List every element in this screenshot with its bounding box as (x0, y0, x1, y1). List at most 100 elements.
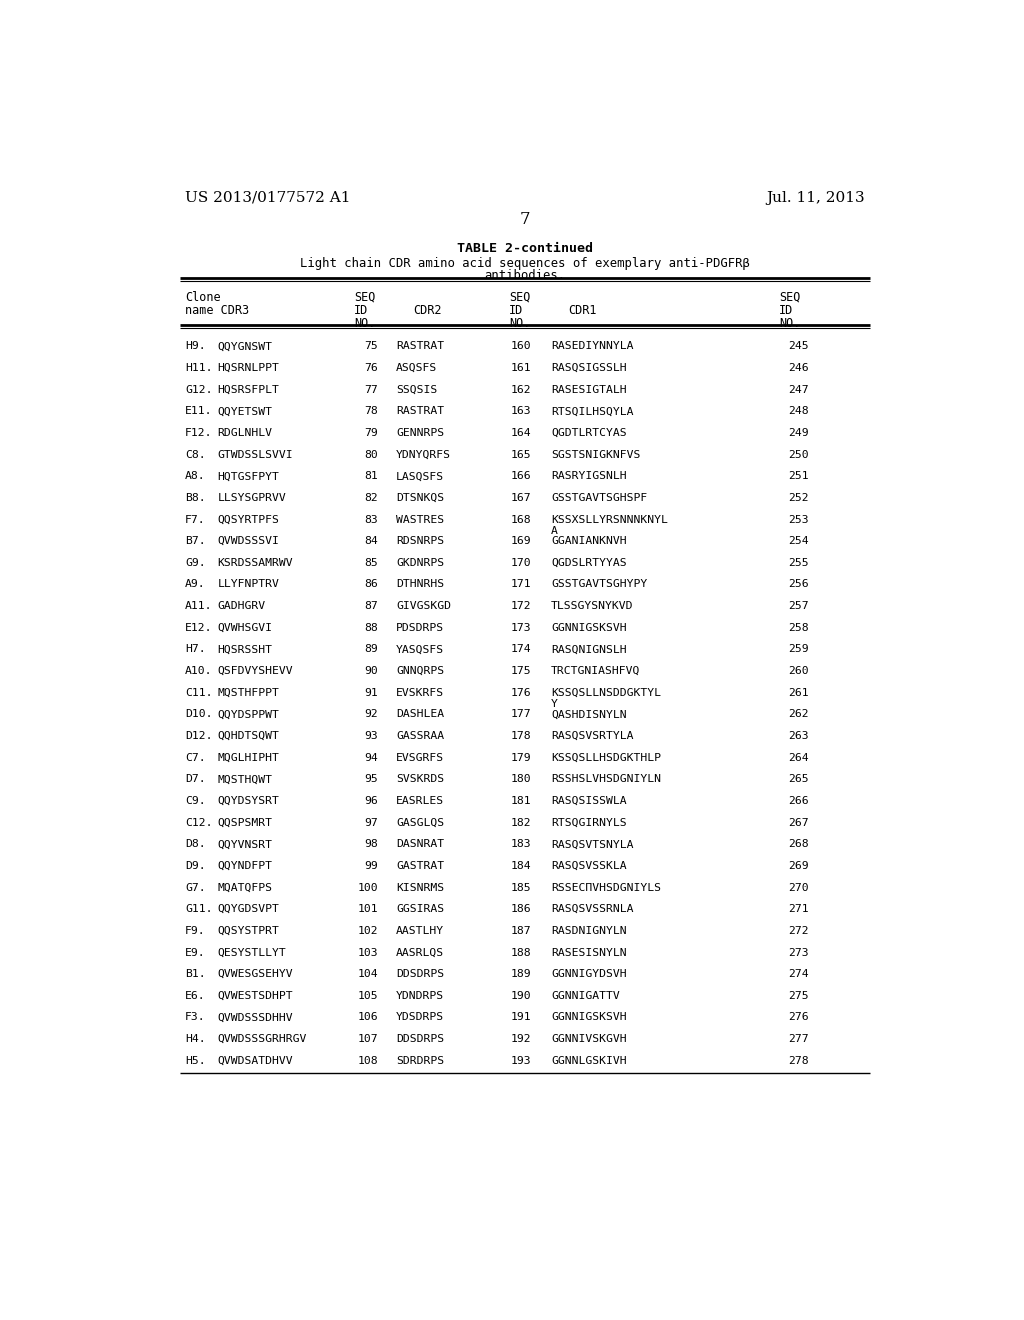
Text: G9.: G9. (185, 558, 206, 568)
Text: 167: 167 (511, 492, 531, 503)
Text: YDNYQRFS: YDNYQRFS (396, 450, 452, 459)
Text: QQHDTSQWT: QQHDTSQWT (218, 731, 280, 741)
Text: 254: 254 (788, 536, 809, 546)
Text: 168: 168 (511, 515, 531, 524)
Text: GGNNIVSKGVH: GGNNIVSKGVH (551, 1034, 627, 1044)
Text: LLSYSGPRVV: LLSYSGPRVV (218, 492, 287, 503)
Text: GASGLQS: GASGLQS (396, 817, 444, 828)
Text: QVWHSGVI: QVWHSGVI (218, 623, 272, 632)
Text: H4.: H4. (185, 1034, 206, 1044)
Text: A8.: A8. (185, 471, 206, 482)
Text: 185: 185 (511, 883, 531, 892)
Text: 99: 99 (365, 861, 378, 871)
Text: GGSIRAS: GGSIRAS (396, 904, 444, 915)
Text: 269: 269 (788, 861, 809, 871)
Text: CDR2: CDR2 (414, 304, 442, 317)
Text: RASDNIGNYLN: RASDNIGNYLN (551, 925, 627, 936)
Text: SEQ: SEQ (509, 290, 530, 304)
Text: HQSRSSHT: HQSRSSHT (218, 644, 272, 655)
Text: 261: 261 (788, 688, 809, 698)
Text: 91: 91 (365, 688, 378, 698)
Text: SSQSIS: SSQSIS (396, 384, 437, 395)
Text: YASQSFS: YASQSFS (396, 644, 444, 655)
Text: 270: 270 (788, 883, 809, 892)
Text: RASQSVSSKLA: RASQSVSSKLA (551, 861, 627, 871)
Text: QQYETSWT: QQYETSWT (218, 407, 272, 416)
Text: QGDSLRTYYAS: QGDSLRTYYAS (551, 558, 627, 568)
Text: 175: 175 (511, 667, 531, 676)
Text: D10.: D10. (185, 709, 213, 719)
Text: 163: 163 (511, 407, 531, 416)
Text: 256: 256 (788, 579, 809, 590)
Text: GASTRAT: GASTRAT (396, 861, 444, 871)
Text: GTWDSSLSVVI: GTWDSSLSVVI (218, 450, 293, 459)
Text: 85: 85 (365, 558, 378, 568)
Text: GGNNIGYDSVH: GGNNIGYDSVH (551, 969, 627, 979)
Text: GIVGSKGD: GIVGSKGD (396, 601, 452, 611)
Text: RASTRAT: RASTRAT (396, 342, 444, 351)
Text: 90: 90 (365, 667, 378, 676)
Text: QQYDSYSRT: QQYDSYSRT (218, 796, 280, 807)
Text: 96: 96 (365, 796, 378, 807)
Text: 248: 248 (788, 407, 809, 416)
Text: 266: 266 (788, 796, 809, 807)
Text: 191: 191 (511, 1012, 531, 1023)
Text: 93: 93 (365, 731, 378, 741)
Text: 77: 77 (365, 384, 378, 395)
Text: 186: 186 (511, 904, 531, 915)
Text: 272: 272 (788, 925, 809, 936)
Text: 189: 189 (511, 969, 531, 979)
Text: LLYFNPTRV: LLYFNPTRV (218, 579, 280, 590)
Text: QQYGNSWT: QQYGNSWT (218, 342, 272, 351)
Text: 253: 253 (788, 515, 809, 524)
Text: 81: 81 (365, 471, 378, 482)
Text: 250: 250 (788, 450, 809, 459)
Text: RASQSVSSRNLA: RASQSVSSRNLA (551, 904, 634, 915)
Text: 188: 188 (511, 948, 531, 957)
Text: RASQSVSRTYLA: RASQSVSRTYLA (551, 731, 634, 741)
Text: H11.: H11. (185, 363, 213, 374)
Text: Clone: Clone (185, 290, 221, 304)
Text: 276: 276 (788, 1012, 809, 1023)
Text: 105: 105 (357, 991, 378, 1001)
Text: RASQSISSWLA: RASQSISSWLA (551, 796, 627, 807)
Text: A9.: A9. (185, 579, 206, 590)
Text: A11.: A11. (185, 601, 213, 611)
Text: A: A (551, 525, 558, 536)
Text: 88: 88 (365, 623, 378, 632)
Text: QQYNDFPT: QQYNDFPT (218, 861, 272, 871)
Text: B7.: B7. (185, 536, 206, 546)
Text: C7.: C7. (185, 752, 206, 763)
Text: 100: 100 (357, 883, 378, 892)
Text: MQGLHIPHT: MQGLHIPHT (218, 752, 280, 763)
Text: QQSYRTPFS: QQSYRTPFS (218, 515, 280, 524)
Text: 7: 7 (519, 211, 530, 228)
Text: 249: 249 (788, 428, 809, 438)
Text: RASQSVTSNYLA: RASQSVTSNYLA (551, 840, 634, 849)
Text: DASNRAT: DASNRAT (396, 840, 444, 849)
Text: WASTRES: WASTRES (396, 515, 444, 524)
Text: RDGLNHLV: RDGLNHLV (218, 428, 272, 438)
Text: F7.: F7. (185, 515, 206, 524)
Text: C12.: C12. (185, 817, 213, 828)
Text: 166: 166 (511, 471, 531, 482)
Text: RDSNRPS: RDSNRPS (396, 536, 444, 546)
Text: YDSDRPS: YDSDRPS (396, 1012, 444, 1023)
Text: 184: 184 (511, 861, 531, 871)
Text: E9.: E9. (185, 948, 206, 957)
Text: QVWDSATDHVV: QVWDSATDHVV (218, 1056, 293, 1065)
Text: RASQNIGNSLH: RASQNIGNSLH (551, 644, 627, 655)
Text: 273: 273 (788, 948, 809, 957)
Text: E6.: E6. (185, 991, 206, 1001)
Text: SVSKRDS: SVSKRDS (396, 775, 444, 784)
Text: Y: Y (551, 698, 558, 709)
Text: 104: 104 (357, 969, 378, 979)
Text: GENNRPS: GENNRPS (396, 428, 444, 438)
Text: US 2013/0177572 A1: US 2013/0177572 A1 (185, 191, 350, 205)
Text: 176: 176 (511, 688, 531, 698)
Text: EASRLES: EASRLES (396, 796, 444, 807)
Text: RASEDIYNNYLA: RASEDIYNNYLA (551, 342, 634, 351)
Text: SDRDRPS: SDRDRPS (396, 1056, 444, 1065)
Text: 180: 180 (511, 775, 531, 784)
Text: GSSTGAVTSGHSPF: GSSTGAVTSGHSPF (551, 492, 647, 503)
